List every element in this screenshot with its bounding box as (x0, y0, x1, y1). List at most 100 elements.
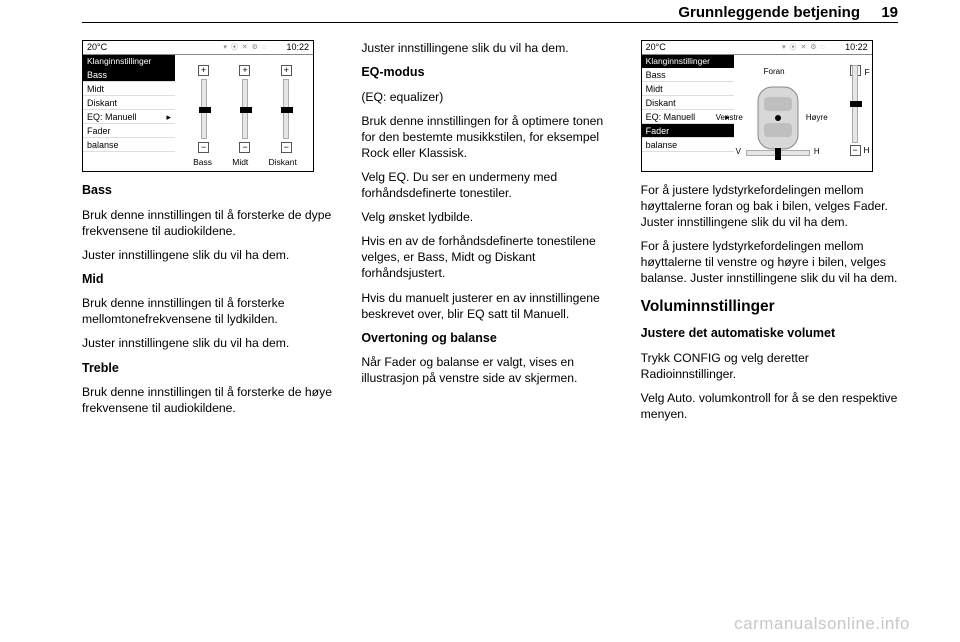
heading-treble: Treble (82, 360, 339, 377)
fader-track[interactable] (852, 65, 858, 143)
status-icons: ▾ ⦿ ✕ ⚙ ◌ (223, 43, 267, 52)
menu-item-balanse[interactable]: balanse (83, 138, 175, 152)
plus-icon[interactable]: + (198, 65, 209, 76)
menu-item-bass[interactable]: Bass (642, 68, 734, 82)
balance-thumb[interactable] (775, 148, 781, 160)
menu-label: Diskant (87, 98, 117, 108)
heading-mid: Mid (82, 271, 339, 288)
status-temp: 20°C (646, 42, 666, 54)
slider-label-bass: Bass (193, 157, 212, 168)
menu-label: Fader (87, 126, 111, 136)
menu-item-diskant[interactable]: Diskant (83, 96, 175, 110)
watermark: carmanualsonline.info (734, 614, 910, 634)
status-clock: 10:22 (286, 42, 309, 54)
heading-overtoning-balanse: Overtoning og balanse (361, 330, 618, 347)
paragraph: Hvis du manuelt justerer en av innstilli… (361, 290, 618, 322)
paragraph: Juster innstillingene slik du vil ha dem… (82, 335, 339, 351)
screen-title: Klanginnstillinger (83, 55, 175, 68)
label-f: F (864, 67, 869, 78)
paragraph: Juster innstillingene slik du vil ha dem… (82, 247, 339, 263)
tone-menu: Bass Midt Diskant EQ: Manuell▸ Fader bal… (83, 68, 175, 152)
paragraph: Når Fader og balanse er valgt, vises en … (361, 354, 618, 386)
slider-thumb[interactable] (281, 107, 293, 113)
slider-track[interactable] (242, 79, 248, 139)
car-diagram: Foran Bakre Venstre Høyre V H (738, 65, 818, 161)
tone-sliders: + − + − + − (183, 65, 307, 153)
status-bar: 20°C ▾ ⦿ ✕ ⚙ ◌ 10:22 (83, 41, 313, 55)
minus-icon[interactable]: − (198, 142, 209, 153)
plus-icon[interactable]: + (239, 65, 250, 76)
label-h: H (864, 145, 870, 156)
menu-item-midt[interactable]: Midt (83, 82, 175, 96)
label-front: Foran (764, 67, 785, 78)
paragraph: Bruk denne innstillingen til å forsterke… (82, 384, 339, 416)
menu-label: EQ: Manuell (646, 112, 696, 122)
menu-item-fader[interactable]: Fader (642, 124, 734, 138)
menu-label: balanse (646, 140, 678, 150)
page-number: 19 (881, 4, 898, 21)
header-rule (82, 22, 898, 23)
menu-item-balanse[interactable]: balanse (642, 138, 734, 152)
menu-label: balanse (87, 140, 119, 150)
menu-label: Bass (646, 70, 666, 80)
status-clock: 10:22 (845, 42, 868, 54)
heading-voluminnstillinger: Voluminnstillinger (641, 297, 898, 317)
menu-label: Midt (87, 84, 104, 94)
menu-item-diskant[interactable]: Diskant (642, 96, 734, 110)
screenshot-tone-settings: 20°C ▾ ⦿ ✕ ⚙ ◌ 10:22 Klanginnstillinger … (82, 40, 314, 172)
content-columns: 20°C ▾ ⦿ ✕ ⚙ ◌ 10:22 Klanginnstillinger … (82, 40, 898, 622)
fader-thumb[interactable] (850, 101, 862, 107)
plus-icon[interactable]: + (281, 65, 292, 76)
paragraph: Bruk denne innstillingen til å forsterke… (82, 207, 339, 239)
menu-label: Diskant (646, 98, 676, 108)
manual-page: Grunnleggende betjening 19 20°C ▾ ⦿ ✕ ⚙ … (0, 0, 960, 642)
minus-icon[interactable]: − (850, 145, 861, 156)
minus-icon[interactable]: − (281, 142, 292, 153)
paragraph: Trykk CONFIG og velg deretter Radioinnst… (641, 350, 898, 382)
column-2: Juster innstillingene slik du vil ha dem… (361, 40, 618, 622)
status-temp: 20°C (87, 42, 107, 54)
header-chapter-title: Grunnleggende betjening (678, 4, 860, 21)
paragraph: Bruk denne innstillingen for å optimere … (361, 113, 618, 161)
slider-label-diskant: Diskant (269, 157, 297, 168)
label-left: Venstre (716, 113, 743, 124)
column-1: 20°C ▾ ⦿ ✕ ⚙ ◌ 10:22 Klanginnstillinger … (82, 40, 339, 622)
slider-diskant[interactable]: + − (273, 65, 299, 153)
slider-label-midt: Midt (232, 157, 248, 168)
heading-bass: Bass (82, 182, 339, 199)
menu-label: EQ: Manuell (87, 112, 137, 122)
slider-track[interactable] (283, 79, 289, 139)
label-right: Høyre (806, 113, 828, 124)
slider-labels: Bass Midt Diskant (183, 157, 307, 168)
paragraph: (EQ: equalizer) (361, 89, 618, 105)
minus-icon[interactable]: − (239, 142, 250, 153)
paragraph: Hvis en av de forhåndsdefinerte tonestil… (361, 233, 618, 281)
slider-thumb[interactable] (240, 107, 252, 113)
slider-track[interactable] (201, 79, 207, 139)
label-v: V (736, 147, 741, 158)
screenshot-fader-balance: 20°C ▾ ⦿ ✕ ⚙ ◌ 10:22 Klanginnstillinger … (641, 40, 873, 172)
menu-item-bass[interactable]: Bass (83, 68, 175, 82)
status-bar: 20°C ▾ ⦿ ✕ ⚙ ◌ 10:22 (642, 41, 872, 55)
slider-thumb[interactable] (199, 107, 211, 113)
paragraph: Velg Auto. volumkontroll for å se den re… (641, 390, 898, 422)
column-3: 20°C ▾ ⦿ ✕ ⚙ ◌ 10:22 Klanginnstillinger … (641, 40, 898, 622)
slider-midt[interactable]: + − (232, 65, 258, 153)
menu-label: Midt (646, 84, 663, 94)
heading-eq-modus: EQ-modus (361, 64, 618, 81)
paragraph: For å justere lydstyrkefordelingen mello… (641, 182, 898, 230)
car-icon (752, 83, 804, 153)
balance-track[interactable] (746, 150, 810, 156)
menu-item-fader[interactable]: Fader (83, 124, 175, 138)
paragraph: Juster innstillingene slik du vil ha dem… (361, 40, 618, 56)
slider-bass[interactable]: + − (191, 65, 217, 153)
paragraph: Velg ønsket lydbilde. (361, 209, 618, 225)
screen-title: Klanginnstillinger (642, 55, 734, 68)
paragraph: Bruk denne innstillingen til å forsterke… (82, 295, 339, 327)
menu-label: Bass (87, 70, 107, 80)
paragraph: Velg EQ. Du ser en undermeny med forhånd… (361, 169, 618, 201)
menu-item-eq[interactable]: EQ: Manuell▸ (83, 110, 175, 124)
label-h: H (814, 147, 820, 158)
menu-label: Fader (646, 126, 670, 136)
menu-item-midt[interactable]: Midt (642, 82, 734, 96)
